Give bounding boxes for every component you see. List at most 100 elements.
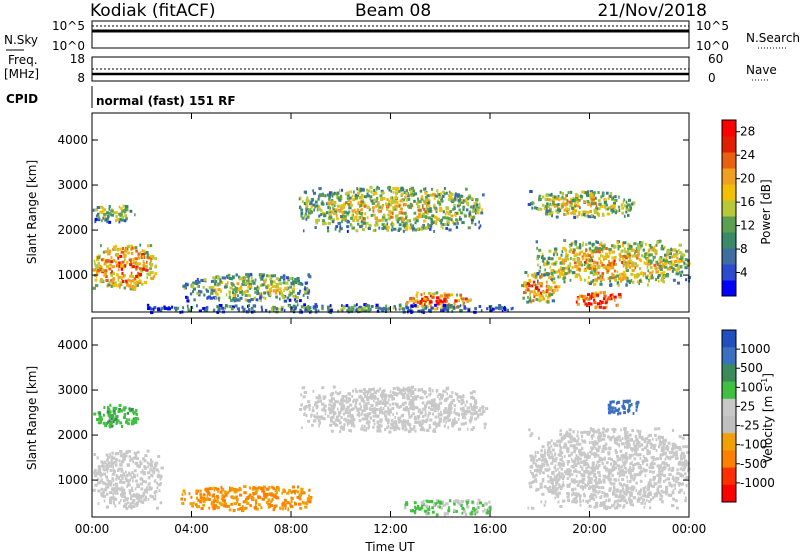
power-cell	[203, 278, 206, 281]
power-cell	[588, 242, 591, 245]
power-cell	[116, 264, 118, 267]
power-cell	[568, 208, 570, 211]
velocity-cell	[405, 388, 409, 391]
velocity-cell	[148, 498, 150, 501]
velocity-cell	[140, 500, 143, 503]
power-cell	[622, 277, 625, 280]
power-cell	[105, 218, 108, 221]
power-cell	[680, 274, 683, 277]
power-cell	[400, 207, 403, 210]
velocity-cell	[339, 430, 341, 433]
velocity-cell	[412, 412, 415, 415]
velocity-cell	[470, 403, 472, 406]
velocity-cell	[242, 509, 245, 512]
velocity-cell	[238, 503, 241, 506]
power-cell	[356, 187, 358, 190]
power-cell	[130, 210, 133, 213]
power-cell	[109, 208, 111, 211]
velocity-cell	[233, 489, 236, 492]
power-cell	[401, 200, 403, 203]
velocity-cell	[484, 423, 487, 426]
power-cell	[356, 303, 358, 306]
power-cell	[566, 194, 568, 197]
velocity-cell	[248, 502, 250, 505]
power-cell	[425, 307, 427, 310]
velocity-cell	[617, 500, 619, 503]
velocity-cell	[558, 500, 560, 503]
velocity-cell	[435, 403, 437, 406]
velocity-cell	[333, 413, 335, 416]
power-cell	[392, 187, 396, 190]
velocity-cell	[214, 504, 217, 507]
velocity-cell	[158, 470, 160, 473]
power-cell	[106, 265, 109, 268]
power-cell	[536, 247, 538, 250]
power-cell	[411, 187, 414, 190]
power-cell	[602, 255, 604, 258]
power-cell	[312, 199, 314, 202]
velocity-cell	[429, 424, 431, 427]
power-cell	[307, 296, 309, 299]
velocity-cell	[220, 503, 223, 506]
power-cell	[528, 203, 531, 206]
velocity-cell	[390, 426, 393, 429]
power-cell	[233, 294, 236, 297]
power-cell	[535, 298, 537, 301]
power-cell	[274, 274, 276, 277]
velocity-cell	[623, 474, 625, 477]
velocity-cell	[683, 456, 685, 459]
velocity-cell	[135, 409, 138, 412]
velocity-cell	[373, 419, 376, 422]
power-cell	[594, 211, 597, 214]
velocity-cell	[123, 472, 125, 475]
power-cell	[407, 205, 410, 208]
power-cell	[119, 255, 122, 258]
velocity-cell	[443, 420, 445, 423]
velocity-cell	[613, 478, 616, 481]
power-cell	[556, 253, 558, 256]
velocity-cell	[258, 503, 261, 506]
velocity-cell	[544, 504, 546, 507]
power-cell	[627, 214, 630, 217]
velocity-cell	[318, 416, 321, 419]
velocity-cell	[472, 407, 475, 410]
power-cell	[546, 289, 549, 292]
power-cell	[357, 208, 359, 211]
power-cell	[577, 201, 579, 204]
velocity-cell	[579, 480, 581, 483]
velocity-cell	[282, 502, 286, 505]
power-cell	[95, 284, 98, 287]
power-cell	[388, 200, 390, 203]
power-cell	[254, 305, 256, 308]
velocity-cell	[384, 428, 386, 431]
velocity-cell	[352, 400, 354, 403]
velocity-cell	[335, 403, 337, 406]
power-cell	[679, 265, 681, 268]
power-cell	[558, 209, 561, 212]
power-colorbar-segment	[722, 216, 736, 233]
power-cell	[157, 307, 160, 310]
power-cell	[530, 296, 532, 299]
power-cell	[370, 195, 372, 198]
velocity-cell	[443, 394, 445, 397]
power-cell	[320, 213, 322, 216]
velocity-cell	[285, 507, 287, 510]
power-cell	[306, 201, 308, 204]
power-cell	[445, 206, 448, 209]
velocity-cell	[635, 435, 638, 438]
velocity-cell	[113, 412, 116, 415]
power-cell	[655, 271, 657, 274]
velocity-cell	[105, 475, 108, 478]
power-cell	[245, 298, 248, 301]
power-cell	[325, 194, 327, 197]
power-cell	[355, 196, 358, 199]
power-cell	[600, 242, 602, 245]
power-ytick-label: 1000	[57, 268, 88, 282]
velocity-cell	[312, 407, 314, 410]
velocity-cell	[643, 487, 646, 490]
velocity-cell	[462, 416, 464, 419]
power-cell	[468, 196, 471, 199]
velocity-cell	[263, 494, 266, 497]
velocity-cell	[243, 500, 246, 503]
power-cell	[615, 195, 617, 198]
